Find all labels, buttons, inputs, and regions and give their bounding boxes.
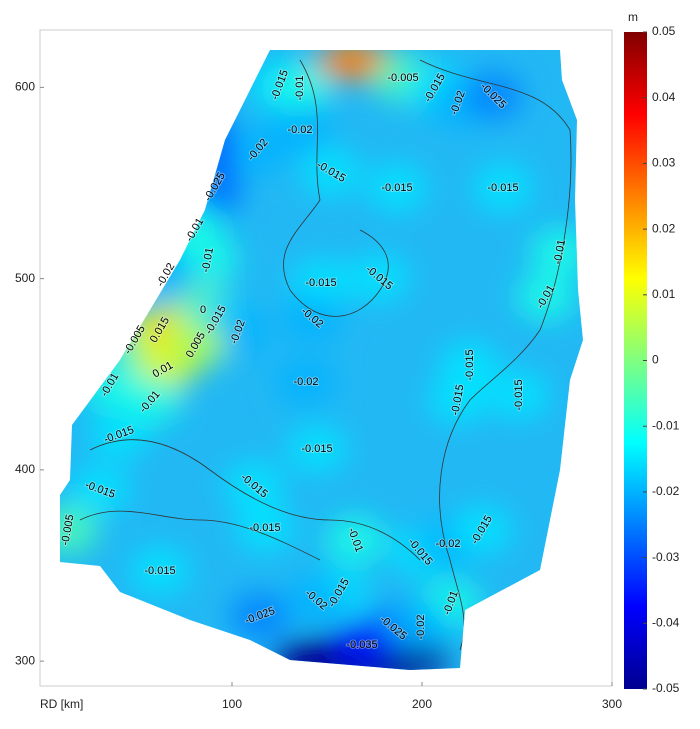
colorbar-tick-label: -0.02 xyxy=(652,484,680,498)
contour-label: -0.02 xyxy=(287,124,312,136)
field-blob xyxy=(130,547,190,595)
contour-label: -0.005 xyxy=(387,72,418,84)
field-blob xyxy=(287,425,347,473)
colorbar-tick-label: 0.05 xyxy=(652,24,676,38)
contour-label: -0.035 xyxy=(346,639,377,651)
x-axis-label: RD [km] xyxy=(40,697,83,711)
field-blob xyxy=(367,164,427,212)
field-blob xyxy=(276,358,336,406)
contour-label: -0.01 xyxy=(552,239,568,266)
field-blob xyxy=(224,462,284,510)
field-blob xyxy=(428,376,488,424)
contour-label: -0.015 xyxy=(381,182,412,194)
contour-label: -0.01 xyxy=(200,247,216,274)
colorbar-tick-label: 0 xyxy=(652,353,659,367)
colorbar-tick-label: -0.03 xyxy=(652,550,680,564)
contour-label: -0.02 xyxy=(435,538,460,550)
field-blob xyxy=(70,466,130,514)
y-tick-label: 500 xyxy=(15,271,35,285)
x-tick-label: 200 xyxy=(412,697,432,711)
coast-line xyxy=(419,59,572,651)
colorbar-tick-label: -0.01 xyxy=(652,418,680,432)
coast-line xyxy=(283,59,389,317)
colorbar-tick-label: 0.03 xyxy=(652,156,676,170)
colorbar xyxy=(624,32,647,689)
contour-label: -0.02 xyxy=(293,376,318,388)
field-blob xyxy=(332,621,392,669)
contour-label: -0.015 xyxy=(249,522,280,534)
contour-label: -0.015 xyxy=(301,443,332,455)
field-blob xyxy=(489,371,549,419)
coast-line xyxy=(89,439,421,561)
x-tick-label: 100 xyxy=(222,697,242,711)
colorbar-tick-label: 0.04 xyxy=(652,90,676,104)
field-blob xyxy=(120,378,180,426)
contour-label: -0.02 xyxy=(415,614,427,639)
field-blob xyxy=(228,126,288,174)
contour-label: -0.015 xyxy=(487,182,518,194)
contour-label: -0.01 xyxy=(294,75,306,100)
y-tick-label: 300 xyxy=(15,653,35,667)
field-blob xyxy=(89,411,149,459)
field-blob xyxy=(235,504,295,552)
y-tick-label: 600 xyxy=(15,80,35,94)
field-blob xyxy=(530,228,583,276)
field-blob xyxy=(282,294,342,342)
field-blob xyxy=(473,164,533,212)
colorbar-tick-label: 0.01 xyxy=(652,287,676,301)
field-blob xyxy=(230,592,290,640)
y-tick-label: 400 xyxy=(15,462,35,476)
colorbar-tick-label: 0.02 xyxy=(652,221,676,235)
colorbar-tick-label: -0.05 xyxy=(652,681,680,695)
field-blob xyxy=(516,273,576,321)
x-tick-label: 300 xyxy=(602,697,622,711)
field-blob xyxy=(391,603,451,651)
contour-label: -0.015 xyxy=(144,565,175,577)
field-blob xyxy=(60,506,98,554)
field-blob xyxy=(301,148,361,196)
contour-label: 0 xyxy=(200,304,206,316)
contour-label: -0.015 xyxy=(513,379,525,410)
field-blob xyxy=(286,576,346,624)
contour-label: -0.015 xyxy=(305,277,336,289)
field-blob xyxy=(463,72,523,120)
colorbar-tick-label: -0.04 xyxy=(652,615,680,629)
coast-line xyxy=(79,510,321,561)
field-blob xyxy=(349,254,409,302)
colorbar-unit: m xyxy=(628,10,638,24)
coastline xyxy=(79,59,572,651)
field-blob xyxy=(325,516,385,564)
field-blob xyxy=(452,506,512,554)
contour-label: -0.015 xyxy=(464,349,476,380)
